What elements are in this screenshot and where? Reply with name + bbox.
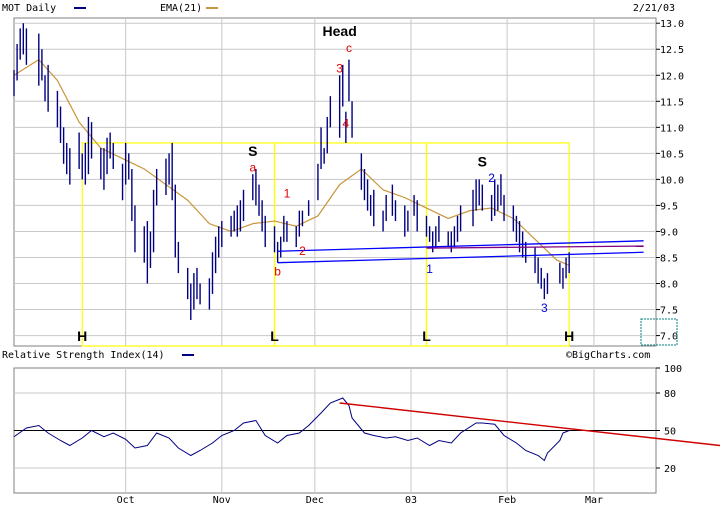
price-annotations: Head S Sa b c 1 2 3 4 2 1 3 H L L H [77,23,574,344]
pattern-box [425,142,570,347]
ema-label: EMA(21) [160,3,202,14]
annotation-label: S [248,143,257,159]
rsi-y-tick-label: 20 [664,464,676,475]
annotation-label: L [270,328,279,344]
x-tick-label: Nov [213,495,231,506]
annotation-label: H [77,328,87,344]
watermark: ©BigCharts.com [566,350,650,361]
price-y-tick-label: 11.5 [660,97,684,108]
annotation-label: Head [323,23,357,39]
rsi-y-tick-label: 50 [664,427,676,438]
price-y-axis: 13.0 12.5 12.0 11.5 11.0 10.5 10.0 9.5 9.0 8.5 8.0… [656,19,684,343]
annotation-label: a [249,161,256,175]
x-tick-label: Mar [585,495,603,506]
price-y-tick-label: 8.5 [660,253,678,264]
price-trendline [277,251,644,264]
rsi-grid [14,368,656,493]
rsi-y-tick-label: 80 [664,389,676,400]
price-trendlines [277,240,644,264]
rsi-trendline [339,402,720,447]
price-y-tick-label: 12.5 [660,45,684,56]
rsi-label: Relative Strength Index(14) [2,350,165,361]
price-grid [14,18,656,346]
annotation-label: 3 [336,62,343,76]
price-y-tick-label: 7.0 [660,332,678,343]
x-tick-label: Oct [117,495,135,506]
rsi-line [13,397,570,462]
annotation-label: L [422,328,431,344]
annotation-label: 2 [299,244,306,258]
price-panel [13,17,657,347]
price-y-tick-label: 12.0 [660,71,684,82]
price-y-tick-label: 8.0 [660,280,678,291]
price-y-tick-label: 9.5 [660,201,678,212]
annotation-label: H [564,328,574,344]
chart-date: 2/21/03 [633,3,675,14]
annotation-label: 2 [488,171,495,185]
last-price-marker [640,318,678,346]
rsi-series-line [13,397,570,462]
annotation-label: 4 [343,116,350,130]
price-y-tick-label: 9.0 [660,227,678,238]
annotation-label: 1 [426,262,433,276]
rsi-y-tick-label: 100 [664,364,682,375]
price-trendline [426,245,644,249]
x-tick-label: Dec [306,495,324,506]
price-y-tick-label: 13.0 [660,19,684,30]
price-bars [13,23,570,320]
price-y-tick-label: 11.0 [660,123,684,134]
rsi-y-axis: 100 80 50 20 [656,364,682,475]
annotation-label: b [274,265,281,279]
rsi-trendline-line [339,402,720,447]
annotation-label: c [346,41,352,55]
annotation-label: S [478,153,487,169]
annotation-label: 1 [284,187,291,201]
price-y-tick-label: 10.5 [660,149,684,160]
x-tick-label: 03 [405,495,417,506]
x-axis: Oct Nov Dec 03 Feb Mar [117,495,603,506]
price-y-tick-label: 7.5 [660,306,678,317]
symbol-label: MOT Daily [2,3,56,14]
x-tick-label: Feb [498,495,516,506]
annotation-label: 3 [541,301,548,315]
price-trendline [277,240,644,252]
price-y-tick-label: 10.0 [660,175,684,186]
